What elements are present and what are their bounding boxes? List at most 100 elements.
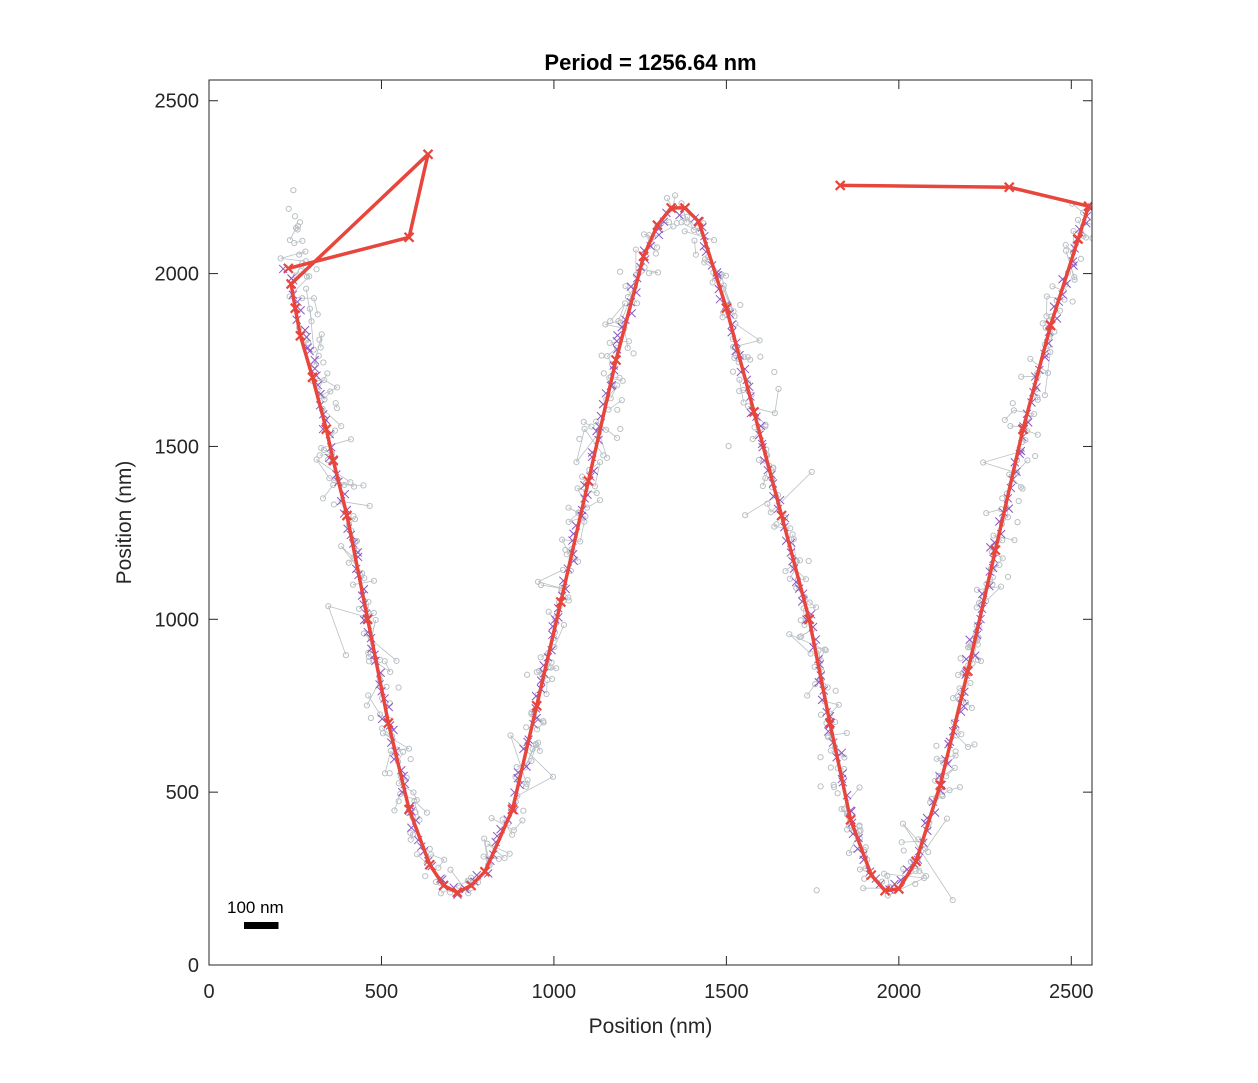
raw-localization-point xyxy=(565,597,572,604)
raw-link xyxy=(328,605,367,618)
raw-localization-point xyxy=(331,427,339,434)
raw-localization-point xyxy=(967,679,974,687)
raw-localization-point xyxy=(949,896,956,904)
raw-localization-point xyxy=(807,650,814,657)
raw-localization-point xyxy=(1041,392,1049,399)
raw-localization-point xyxy=(1031,410,1038,418)
scale-bar-label: 100 nm xyxy=(227,898,284,917)
raw-link xyxy=(438,859,445,868)
raw-localization-point xyxy=(543,690,550,698)
raw-localization-point xyxy=(925,848,932,856)
raw-localization-point xyxy=(292,224,300,232)
raw-localization-point xyxy=(499,816,506,823)
raw-localization-point xyxy=(764,500,771,507)
raw-link xyxy=(902,823,954,901)
raw-localization-point xyxy=(933,755,940,762)
raw-localization-point xyxy=(1043,293,1051,300)
raw-link xyxy=(367,652,370,657)
trajectory-point xyxy=(679,202,691,214)
trajectory-point xyxy=(845,814,856,826)
raw-localization-point xyxy=(324,370,331,377)
raw-localization-point xyxy=(353,537,360,545)
raw-localization-point xyxy=(817,711,825,718)
raw-localization-point xyxy=(1034,396,1041,403)
raw-link xyxy=(537,569,564,583)
raw-localization-point xyxy=(407,836,414,843)
raw-localization-point xyxy=(999,537,1006,544)
raw-localization-point xyxy=(722,272,730,279)
raw-localization-point xyxy=(383,683,390,690)
raw-link xyxy=(367,695,381,715)
raw-link xyxy=(684,230,715,241)
raw-localization-point xyxy=(372,616,379,624)
raw-localization-point xyxy=(973,586,981,593)
raw-link xyxy=(1013,409,1035,415)
raw-link xyxy=(985,586,1002,602)
raw-localization-point xyxy=(983,509,990,517)
raw-localization-point xyxy=(316,452,323,459)
raw-localization-point xyxy=(684,213,691,220)
raw-link xyxy=(510,735,528,785)
raw-localization-point xyxy=(367,714,375,722)
raw-localization-point xyxy=(365,649,372,656)
raw-link xyxy=(321,438,352,449)
raw-link xyxy=(554,624,565,648)
raw-localization-point xyxy=(324,456,332,464)
x-axis-label: Position (nm) xyxy=(589,1015,713,1038)
raw-localization-point xyxy=(736,376,743,383)
raw-link xyxy=(324,391,331,400)
raw-localization-point xyxy=(1010,407,1018,414)
raw-localization-point xyxy=(1032,452,1039,460)
raw-localization-point xyxy=(427,851,435,858)
raw-localization-point xyxy=(1024,457,1031,464)
raw-localization-point xyxy=(520,807,527,814)
raw-localization-point xyxy=(513,764,520,771)
raw-link xyxy=(712,272,714,283)
trajectory-point xyxy=(531,700,542,712)
raw-localization-point xyxy=(296,251,303,258)
raw-localization-point xyxy=(614,406,621,413)
raw-localization-point xyxy=(613,434,621,441)
trajectory-point xyxy=(721,302,732,314)
raw-localization-point xyxy=(922,845,929,852)
raw-link xyxy=(983,462,1017,474)
raw-localization-point xyxy=(523,780,530,787)
raw-localization-point xyxy=(796,557,804,564)
raw-localization-point xyxy=(755,456,763,464)
trajectory-point xyxy=(824,717,836,729)
raw-localization-point xyxy=(381,658,388,665)
raw-localization-point xyxy=(399,748,407,756)
raw-localization-point xyxy=(533,726,541,733)
raw-localization-point xyxy=(880,870,888,877)
plot-frame xyxy=(208,79,1093,966)
raw-localization-point xyxy=(422,873,429,880)
raw-link xyxy=(309,308,315,350)
raw-localization-point xyxy=(577,538,584,545)
raw-localization-point xyxy=(540,718,547,725)
raw-localization-point xyxy=(480,853,487,860)
raw-localization-point xyxy=(604,353,611,360)
raw-localization-point xyxy=(338,423,345,430)
raw-localization-point xyxy=(1022,436,1029,444)
trajectory-point xyxy=(320,423,332,435)
trajectory-point xyxy=(934,779,946,791)
raw-link xyxy=(956,728,962,735)
raw-localization-point xyxy=(593,489,600,497)
raw-localization-point xyxy=(999,555,1006,562)
raw-localization-point xyxy=(350,512,357,520)
y-axis-label: Position (nm) xyxy=(113,461,136,585)
raw-localization-point xyxy=(598,352,605,359)
raw-localization-point xyxy=(370,609,377,616)
raw-localization-point xyxy=(507,732,514,739)
raw-localization-point xyxy=(652,250,660,257)
raw-link xyxy=(510,735,554,778)
raw-localization-point xyxy=(407,756,414,763)
raw-localization-point xyxy=(379,730,387,737)
raw-localization-point xyxy=(663,195,671,202)
raw-localization-point xyxy=(596,497,604,504)
raw-localization-point xyxy=(395,684,402,691)
raw-link xyxy=(762,478,766,487)
raw-localization-point xyxy=(441,856,448,863)
trajectory-point xyxy=(403,232,415,243)
raw-localization-point xyxy=(654,269,662,276)
